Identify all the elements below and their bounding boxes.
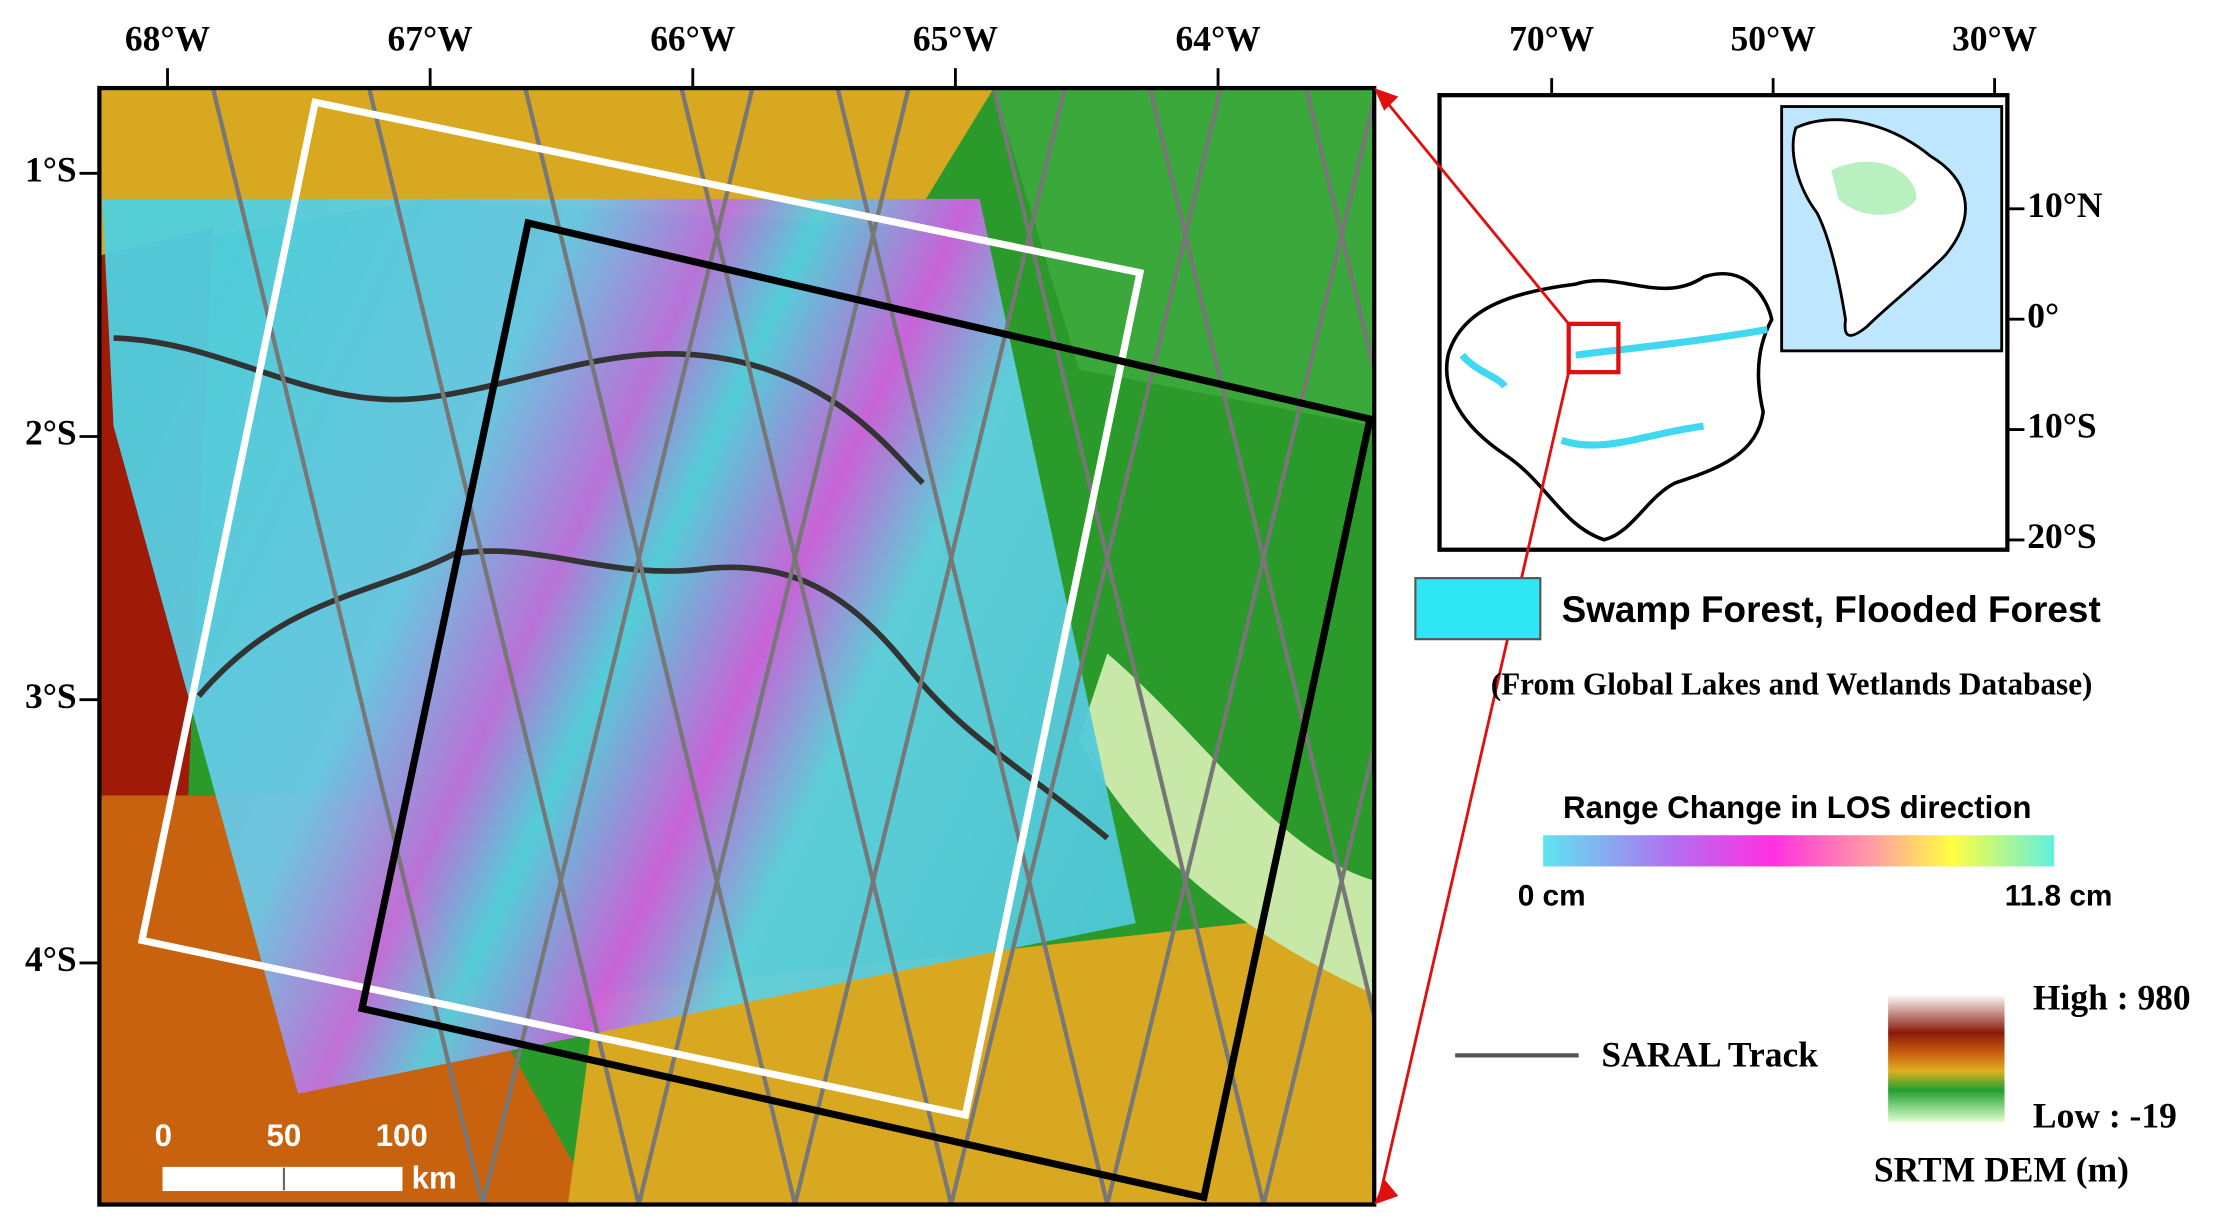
arrowhead [1374, 88, 1399, 111]
basin-highlight [1831, 161, 1917, 215]
swamp-label: Swamp Forest, Flooded Forest [1562, 589, 2101, 630]
track [1105, 90, 1375, 1205]
pointer [1378, 371, 1571, 1197]
lat-label: 10°N [2027, 185, 2103, 225]
track [480, 88, 755, 1205]
colorbar-max: 11.8 cm [2005, 880, 2113, 913]
track [1261, 737, 1375, 1205]
track [835, 88, 1110, 1205]
scale-label: 100 [376, 1118, 428, 1153]
lon-label: 65°W [913, 19, 998, 59]
lon-label: 50°W [1731, 19, 1816, 59]
track [679, 88, 954, 1205]
track [1304, 88, 1375, 380]
lon-label: 66°W [650, 19, 735, 59]
lat-label: 20°S [2027, 516, 2096, 556]
scale-unit: km [412, 1161, 457, 1196]
study-area-box [1566, 321, 1621, 375]
track [1147, 88, 1375, 1026]
main-axes: 68°W 67°W 66°W 65°W 64°W 1°S 2°S 3°S 4°S [25, 19, 1261, 979]
colorbar-title: Range Change in LOS direction [1563, 790, 2031, 825]
lon-label: 64°W [1175, 19, 1260, 59]
track [636, 88, 911, 1205]
source-label: (From Global Lakes and Wetlands Database… [1491, 667, 2093, 702]
colorbar [1543, 835, 2055, 867]
pointer [1378, 92, 1570, 325]
saral-tracks [210, 88, 1375, 1205]
track [210, 88, 485, 1205]
lat-label: 1°S [25, 149, 77, 189]
inset-axes: 70°W 50°W 30°W 10°N 0° 10°S 20°S [1509, 19, 2103, 556]
lat-label: 10°S [2027, 406, 2096, 446]
lon-label: 68°W [125, 19, 210, 59]
track [792, 88, 1067, 1205]
map-frame [97, 85, 1377, 1207]
track [367, 88, 641, 1205]
scale-label: 50 [267, 1118, 302, 1153]
track-label: SARAL Track [1601, 1034, 1818, 1074]
lat-label: 2°S [25, 413, 77, 453]
dem-title: SRTM DEM (m) [1874, 1149, 2129, 1189]
lon-label: 30°W [1952, 19, 2037, 59]
dem-high: High : 980 [2033, 978, 2191, 1018]
dem-colorbar [1888, 994, 2005, 1123]
lon-label: 67°W [388, 19, 473, 59]
arrowhead [1374, 1178, 1399, 1205]
lon-label: 70°W [1509, 19, 1594, 59]
swamp-swatch [1414, 577, 1542, 641]
scale-label: 0 [155, 1118, 172, 1153]
lat-label: 4°S [25, 939, 77, 979]
track [523, 88, 798, 1205]
lat-label: 3°S [25, 676, 77, 716]
lat-label: 0° [2027, 295, 2059, 335]
colorbar-min: 0 cm [1518, 880, 1586, 913]
wetlands [1459, 326, 1769, 449]
track [949, 88, 1223, 1205]
main-map [99, 88, 1375, 1205]
dem-low: Low : -19 [2033, 1095, 2177, 1135]
track [991, 88, 1266, 1205]
